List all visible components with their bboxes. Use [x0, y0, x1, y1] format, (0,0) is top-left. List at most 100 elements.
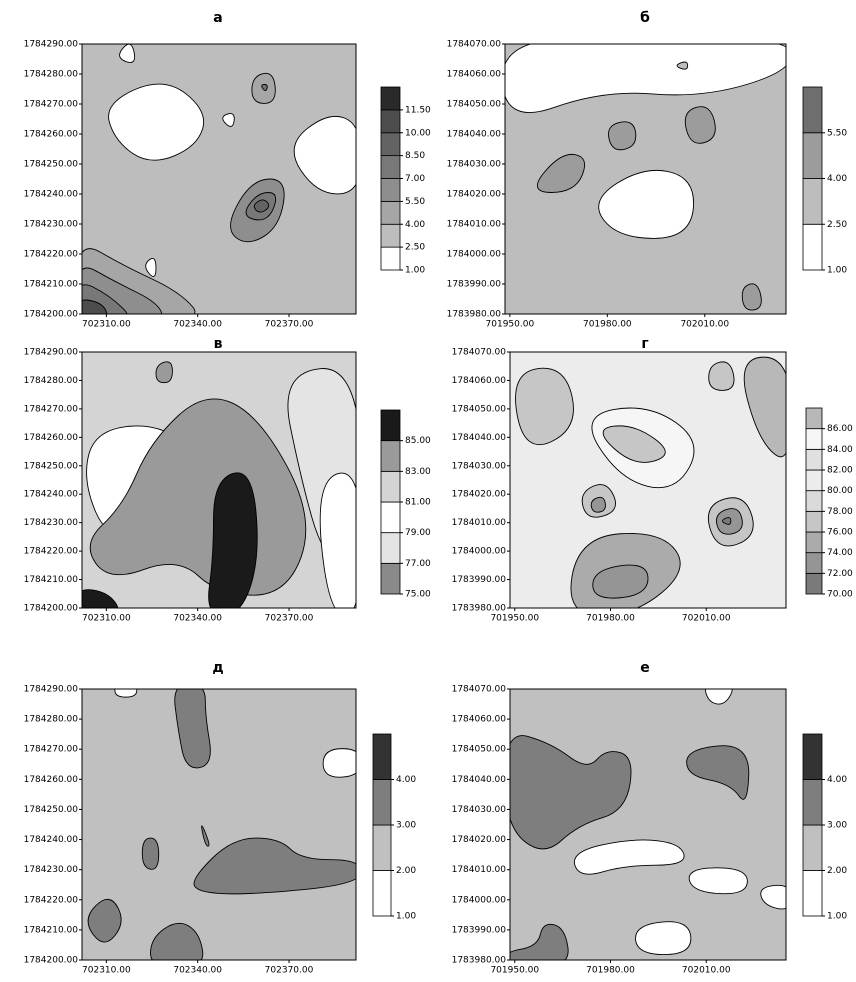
- contour-region: [590, 496, 606, 513]
- x-tick-label: 701950.00: [490, 614, 539, 624]
- y-tick-label: 1784010.00: [452, 518, 507, 528]
- contour-region: [760, 884, 786, 910]
- panel: е 1783980.00 1783990.00 1784000.00 1784010.0…: [452, 660, 848, 976]
- y-tick-label: 1784280.00: [24, 715, 79, 725]
- colorbar-band: [380, 470, 401, 503]
- contour-region: [722, 517, 732, 525]
- plot-area: [82, 44, 356, 314]
- x-tick-label: 701980.00: [586, 966, 635, 976]
- y-tick-label: 1784200.00: [24, 956, 79, 966]
- y-tick-label: 1784290.00: [24, 40, 79, 50]
- x-tick-label: 702310.00: [82, 614, 131, 624]
- contour-region: [505, 44, 786, 113]
- colorbar-label: 5.50: [405, 197, 425, 207]
- colorbar-label: 2.50: [405, 243, 425, 253]
- y-tick-label: 1784270.00: [24, 100, 79, 110]
- x-tick-label: 701950.00: [490, 966, 539, 976]
- colorbar-band: [380, 200, 401, 225]
- y-tick-label: 1784260.00: [24, 433, 79, 443]
- colorbar-band: [380, 532, 401, 564]
- y-tick-label: 1784030.00: [452, 461, 507, 471]
- contour-region: [708, 361, 735, 391]
- y-tick-label: 1784040.00: [452, 775, 507, 785]
- y-tick-label: 1784040.00: [447, 130, 502, 140]
- colorbar-label: 84.00: [827, 445, 853, 455]
- colorbar-label: 5.50: [827, 128, 847, 138]
- colorbar-label: 4.00: [405, 220, 425, 230]
- y-tick-label: 1784210.00: [24, 280, 79, 290]
- y-tick-label: 1784270.00: [24, 404, 79, 414]
- colorbar-band: [380, 440, 401, 472]
- x-tick-label: 701980.00: [583, 320, 632, 330]
- colorbar-band: [380, 155, 401, 179]
- plot-area: [510, 352, 786, 608]
- colorbar-band: [805, 428, 823, 450]
- contour-region: [201, 825, 210, 847]
- y-tick-label: 1784230.00: [24, 865, 79, 875]
- x-tick-label: 702370.00: [265, 966, 314, 976]
- contour-region: [208, 472, 258, 608]
- y-tick-label: 1784230.00: [24, 220, 79, 230]
- colorbar-band: [805, 490, 823, 512]
- colorbar-label: 75.00: [405, 590, 431, 600]
- y-tick-label: 1783990.00: [447, 280, 502, 290]
- colorbar-band: [802, 733, 823, 780]
- x-tick-label: 702370.00: [265, 614, 314, 624]
- x-tick-label: 702010.00: [680, 320, 729, 330]
- colorbar-band: [380, 223, 401, 248]
- colorbar-label: 79.00: [405, 528, 431, 538]
- colorbar-band: [372, 733, 392, 780]
- x-tick-label: 701950.00: [486, 320, 535, 330]
- colorbar-label: 77.00: [405, 559, 431, 569]
- plot-area: [505, 44, 786, 314]
- y-tick-label: 1784240.00: [24, 490, 79, 500]
- plot-frame: [509, 688, 787, 961]
- colorbar-band: [380, 501, 401, 534]
- contour-region: [155, 361, 173, 384]
- panel-title: б: [640, 10, 650, 26]
- x-tick-label: 702010.00: [682, 966, 731, 976]
- plot-frame: [81, 688, 357, 961]
- colorbar-label: 1.00: [405, 266, 425, 276]
- colorbar-label: 4.00: [396, 775, 416, 785]
- y-tick-label: 1784280.00: [24, 70, 79, 80]
- y-tick-label: 1784050.00: [447, 100, 502, 110]
- panel-title: г: [641, 336, 648, 352]
- contour-region: [515, 367, 574, 446]
- panel-title: д: [212, 660, 223, 676]
- colorbar-band: [802, 86, 823, 134]
- y-tick-label: 1784020.00: [452, 490, 507, 500]
- y-tick-label: 1784250.00: [24, 160, 79, 170]
- contour-region: [141, 837, 160, 870]
- colorbar-label: 4.00: [827, 174, 847, 184]
- y-tick-label: 1784000.00: [447, 250, 502, 260]
- contour-region: [82, 689, 356, 960]
- colorbar-label: 86.00: [827, 424, 853, 434]
- colorbar-band: [380, 178, 401, 202]
- plot-area: [82, 352, 356, 608]
- y-tick-label: 1784260.00: [24, 130, 79, 140]
- x-tick-label: 702010.00: [682, 614, 731, 624]
- y-tick-label: 1784220.00: [24, 895, 79, 905]
- contour-region: [705, 689, 733, 705]
- y-tick-label: 1784070.00: [447, 40, 502, 50]
- contour-region: [608, 121, 637, 151]
- panel-title: е: [640, 660, 650, 676]
- y-tick-label: 1784050.00: [452, 404, 507, 414]
- contour-region: [253, 199, 270, 213]
- y-tick-label: 1784000.00: [452, 547, 507, 557]
- y-tick-label: 1784270.00: [24, 745, 79, 755]
- x-tick-label: 702310.00: [82, 320, 131, 330]
- colorbar-band: [805, 448, 823, 471]
- contour-region: [536, 153, 586, 193]
- colorbar-band: [802, 132, 823, 179]
- contour-region: [741, 283, 762, 311]
- contour-region: [150, 922, 204, 960]
- colorbar-band: [380, 132, 401, 157]
- colorbar-label: 1.00: [827, 266, 847, 276]
- y-tick-label: 1784020.00: [452, 835, 507, 845]
- colorbar-label: 72.00: [827, 569, 853, 579]
- colorbar-label: 74.00: [827, 548, 853, 558]
- y-tick-label: 1784220.00: [24, 250, 79, 260]
- panel-title: а: [213, 10, 222, 26]
